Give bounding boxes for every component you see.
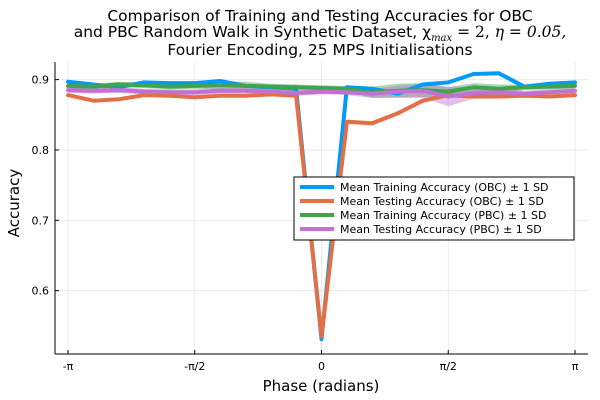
- x-tick-label: π: [572, 360, 579, 373]
- chart-title-line-2-text: and PBC Random Walk in Synthetic Dataset…: [74, 23, 431, 41]
- chart-title-line-2: and PBC Random Walk in Synthetic Dataset…: [74, 23, 567, 44]
- series-line-3: [66, 82, 577, 95]
- y-tick-label: 0.7: [32, 214, 50, 227]
- chart-title-line-1: Comparison of Training and Testing Accur…: [107, 7, 532, 25]
- x-axis-label: Phase (radians): [263, 377, 380, 395]
- legend-entry-4: Mean Testing Accuracy (PBC) ± 1 SD: [340, 223, 542, 236]
- chart-title-chi-value: = 2,: [452, 23, 495, 41]
- y-tick-label: 0.9: [32, 74, 50, 87]
- series-lines: [66, 71, 577, 342]
- series-line-1: [66, 71, 577, 342]
- x-tick-labels: -π -π/2 0 π/2 π: [63, 360, 579, 373]
- chart-title-eta: η = 0.05,: [495, 23, 567, 41]
- legend-box: [293, 176, 575, 241]
- legend: Mean Training Accuracy (OBC) ± 1 SDMean …: [293, 176, 575, 241]
- legend-entry-1: Mean Training Accuracy (OBC) ± 1 SD: [340, 181, 549, 194]
- chart-title-line-3: Fourier Encoding, 25 MPS Initialisations: [167, 41, 472, 59]
- legend-entry-3: Mean Training Accuracy (PBC) ± 1 SD: [340, 209, 547, 222]
- x-tick-label: -π/2: [184, 360, 205, 373]
- sd-band-series-4: [68, 83, 575, 107]
- chart-title-chi-subscript: max: [431, 33, 452, 44]
- axes: [54, 62, 588, 355]
- x-tick-label: 0: [318, 360, 325, 373]
- y-axis-label: Accuracy: [5, 169, 23, 238]
- series-line-2: [66, 92, 577, 339]
- x-tick-label: π/2: [440, 360, 457, 373]
- series-line-4: [66, 88, 577, 99]
- y-tick-label: 0.6: [32, 285, 50, 298]
- y-tick-label: 0.8: [32, 144, 50, 157]
- y-tick-labels: 0.6 0.7 0.8 0.9: [32, 74, 50, 298]
- x-tick-label: -π: [63, 360, 74, 373]
- legend-entry-2: Mean Testing Accuracy (OBC) ± 1 SD: [340, 195, 544, 208]
